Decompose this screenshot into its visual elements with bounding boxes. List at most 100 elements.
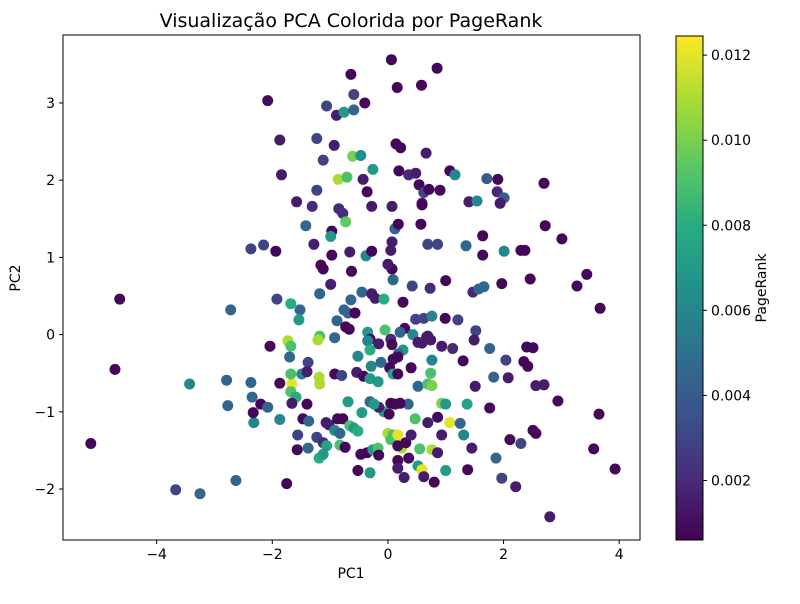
scatter-point [317, 263, 329, 275]
scatter-point [294, 304, 306, 316]
scatter-point [245, 243, 257, 255]
scatter-point [312, 334, 324, 346]
scatter-point [334, 427, 346, 439]
scatter-point [470, 325, 482, 337]
scatter-point [412, 336, 424, 348]
scatter-point [410, 313, 422, 325]
scatter-point [345, 294, 357, 306]
scatter-point [461, 398, 473, 410]
chart-title: Visualização PCA Colorida por PageRank [160, 10, 543, 32]
scatter-point [366, 200, 378, 212]
scatter-point [539, 220, 551, 232]
scatter-point [398, 472, 410, 483]
scatter-point [410, 167, 422, 179]
tick-label: −2 [34, 482, 55, 498]
scatter-point [492, 173, 504, 185]
scatter-point [391, 82, 403, 93]
scatter-point [286, 397, 298, 409]
scatter-point [362, 335, 374, 347]
scatter-point [392, 429, 404, 441]
scatter-point [285, 340, 297, 352]
tick-label: 3 [46, 96, 55, 112]
scatter-point [510, 481, 522, 493]
scatter-point [422, 238, 434, 250]
scatter-point [264, 340, 276, 352]
scatter-point [372, 376, 384, 388]
scatter-point [332, 173, 344, 185]
scatter-point [416, 199, 428, 211]
scatter-point [484, 402, 496, 414]
scatter-point [170, 484, 182, 496]
scatter-point [373, 338, 385, 350]
scatter-point [382, 258, 394, 270]
scatter-point [403, 452, 415, 464]
tick-label: −1 [34, 405, 55, 421]
scatter-point [303, 415, 315, 427]
x-axis-label: PC1 [337, 566, 364, 582]
scatter-point [432, 411, 444, 423]
scatter-point [440, 465, 452, 476]
scatter-point [444, 417, 456, 429]
scatter-point [325, 231, 337, 242]
scatter-point [484, 343, 496, 354]
scatter-point [524, 273, 536, 285]
scatter-point [245, 377, 257, 388]
scatter-point [432, 447, 444, 459]
scatter-point [460, 240, 472, 252]
scatter-point [368, 398, 380, 410]
scatter-point [300, 220, 312, 232]
tick-label: 2 [46, 173, 55, 189]
scatter-point [352, 425, 364, 437]
scatter-point [194, 488, 206, 500]
scatter-point [184, 378, 196, 390]
scatter-point [440, 398, 452, 410]
y-axis-label: PC2 [8, 264, 24, 291]
scatter-point [359, 97, 371, 109]
y-axis-ticks: −2 −1 0 1 2 3 [34, 96, 63, 498]
scatter-point [439, 312, 451, 324]
scatter-point [356, 407, 368, 419]
scatter-point [463, 196, 475, 208]
scatter-point [593, 408, 605, 420]
scatter-point [544, 511, 556, 523]
scatter-point [274, 377, 286, 389]
scatter-point [109, 363, 121, 375]
scatter-point [409, 413, 421, 425]
scatter-point [366, 245, 378, 257]
scatter-point [440, 275, 452, 287]
scatter-point [502, 372, 514, 384]
scatter-point [588, 443, 600, 455]
scatter-point [609, 463, 621, 475]
scatter-point [339, 441, 351, 453]
scatter-point [538, 379, 550, 391]
scatter-point [412, 380, 424, 392]
scatter-point [386, 236, 398, 248]
scatter-point [402, 398, 414, 410]
scatter-point [302, 356, 314, 368]
scatter-point [292, 429, 304, 441]
scatter-point [285, 298, 297, 310]
scatter-point [337, 413, 349, 425]
scatter-point [317, 448, 329, 460]
scatter-point [392, 368, 404, 380]
scatter-point [405, 429, 417, 441]
scatter-point [344, 246, 356, 258]
scatter-point [373, 449, 385, 461]
scatter-point [426, 354, 438, 366]
scatter-point [395, 142, 407, 154]
colorbar [675, 35, 704, 541]
scatter-point [436, 340, 448, 352]
scatter-point [221, 374, 233, 386]
scatter-point [114, 293, 126, 305]
scatter-point [248, 417, 260, 429]
scatter-point [336, 370, 348, 381]
scatter-point [477, 249, 489, 261]
scatter-point [394, 326, 406, 338]
scatter-point [302, 442, 314, 454]
scatter-point [581, 268, 593, 280]
scatter-point [457, 355, 469, 367]
scatter-point [462, 464, 474, 476]
scatter-point [454, 417, 466, 429]
scatter-point [291, 444, 303, 456]
